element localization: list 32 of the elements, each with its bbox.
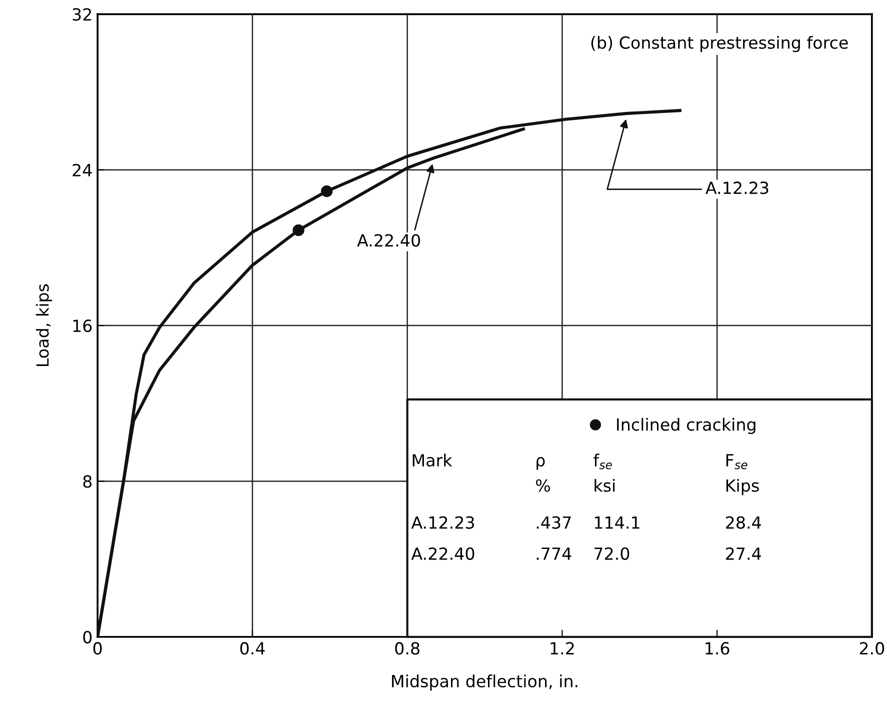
annotation: F$_{se}$ (726, 454, 748, 470)
annotation: A.22.40 (411, 547, 474, 560)
y-axis-title: Load, kips (36, 284, 52, 366)
annotation: 114.1 (594, 516, 640, 529)
legend-label: Inclined cracking (617, 418, 756, 434)
x-tick-label: 2.0 (860, 642, 884, 655)
y-tick-label: 0 (83, 630, 92, 644)
annotation: 27.4 (726, 547, 761, 560)
text: A.12.23 (706, 182, 768, 194)
annotation: % (536, 479, 550, 492)
y-tick-label: 16 (73, 319, 92, 332)
x-tick-label: 0 (93, 642, 102, 655)
series-label: A.22.40 (357, 234, 420, 247)
annotation: A.12.23 (411, 516, 474, 529)
annotation: ρ (536, 457, 545, 470)
y-tick-label: 8 (83, 475, 92, 488)
annotation: Kips (726, 478, 759, 496)
x-tick-label: 0.8 (395, 642, 420, 655)
y-tick-label: 32 (72, 8, 92, 21)
x-tick-label: 1.2 (550, 642, 574, 654)
y-tick-label: 24 (72, 164, 92, 176)
annotation: f$_{se}$ (594, 454, 612, 470)
annotation: ksi (594, 478, 615, 492)
text: (b) Constant prestressing force (591, 36, 848, 52)
annotation: Mark (412, 454, 452, 467)
x-tick-label: 1.6 (706, 642, 730, 655)
annotation: 28.4 (726, 516, 761, 529)
x-tick-label: 0.4 (240, 642, 265, 655)
annotation: .437 (536, 516, 571, 529)
annotation: .774 (536, 548, 572, 560)
x-axis-title: Midspan deflection, in. (392, 674, 578, 691)
annotation: 72.0 (594, 547, 630, 560)
